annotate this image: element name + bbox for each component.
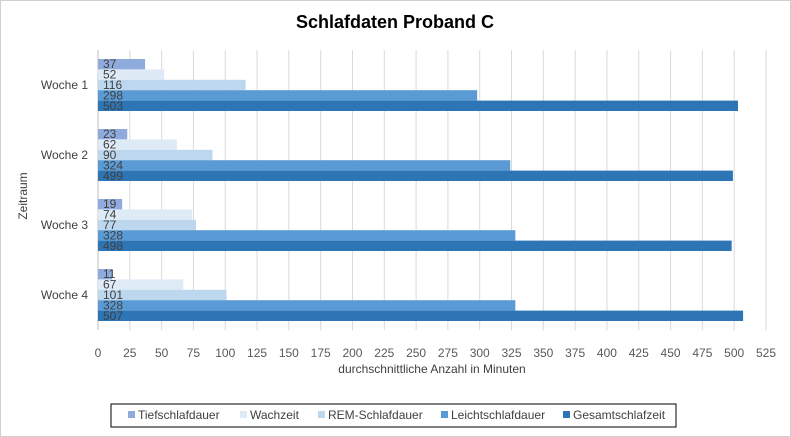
data-label: 19	[103, 197, 117, 211]
data-label: 328	[103, 228, 123, 242]
x-tick-label: 100	[215, 346, 235, 360]
bar	[98, 59, 146, 70]
x-tick-label: 0	[95, 346, 102, 360]
x-tick-label: 275	[438, 346, 458, 360]
data-label: 77	[103, 218, 117, 232]
bar	[98, 289, 227, 301]
x-tick-label: 75	[187, 346, 201, 360]
bar	[98, 209, 193, 220]
legend: Tiefschlafdauer Wachzeit REM-Schlafdauer Le…	[128, 408, 666, 422]
x-tick-label: 125	[247, 346, 267, 360]
data-label: 67	[103, 278, 117, 292]
bar	[98, 139, 177, 150]
data-label: 499	[103, 169, 123, 183]
x-tick-label: 325	[502, 346, 522, 360]
data-label: 37	[103, 57, 117, 71]
legend-swatch	[563, 411, 570, 418]
x-tick-label: 400	[597, 346, 617, 360]
x-tick-label: 225	[374, 346, 394, 360]
category-label: Woche 2	[41, 148, 88, 162]
x-axis-title: durchschnittliche Anzahl in Minuten	[338, 362, 525, 376]
data-label: 324	[103, 158, 123, 172]
bar	[98, 230, 516, 241]
x-tick-label: 25	[123, 346, 137, 360]
data-label: 11	[103, 267, 116, 281]
x-tick-label: 300	[470, 346, 490, 360]
data-label: 52	[103, 68, 117, 82]
data-label: 498	[103, 239, 123, 253]
legend-label: Gesamtschlafzeit	[573, 408, 666, 422]
legend-label: REM-Schlafdauer	[328, 408, 423, 422]
chart-title: Schlafdaten Proband C	[296, 12, 494, 32]
x-tick-label: 425	[629, 346, 649, 360]
x-tick-label: 200	[342, 346, 362, 360]
legend-label: Leichtschlafdauer	[451, 408, 545, 422]
x-tick-label: 450	[661, 346, 681, 360]
x-tick-label: 375	[565, 346, 585, 360]
data-label: 507	[103, 309, 123, 323]
x-tick-label: 250	[406, 346, 426, 360]
bar	[98, 219, 196, 231]
bar	[98, 69, 165, 80]
bar	[98, 129, 128, 140]
bar	[98, 269, 112, 280]
legend-box	[110, 403, 677, 428]
category-labels: Woche 1 Woche 2 Woche 3 Woche 4	[41, 78, 88, 302]
category-label: Woche 3	[41, 218, 88, 232]
bar	[98, 240, 732, 251]
legend-swatch	[240, 411, 247, 418]
x-tick-label: 525	[756, 346, 776, 360]
x-tick-label: 500	[724, 346, 744, 360]
bar	[98, 79, 246, 91]
bar	[98, 279, 184, 290]
bar	[98, 310, 744, 321]
legend-label: Wachzeit	[250, 408, 300, 422]
data-label: 328	[103, 298, 123, 312]
data-label: 503	[103, 99, 123, 113]
x-tick-label: 50	[155, 346, 169, 360]
bar	[98, 170, 733, 181]
bar	[98, 160, 511, 171]
data-label: 101	[103, 288, 123, 302]
y-axis-title: Zeitraum	[16, 172, 30, 219]
x-tick-label: 175	[311, 346, 331, 360]
data-label: 298	[103, 88, 123, 102]
data-label: 62	[103, 138, 117, 152]
x-tick-label: 150	[279, 346, 299, 360]
bar	[98, 90, 478, 101]
bar	[98, 300, 516, 311]
bar	[98, 199, 123, 210]
x-tick-labels: 0 25 50 75 100 125 150 175 200 225 250 275 300 325 350…	[95, 346, 777, 360]
legend-swatch	[441, 411, 448, 418]
value-labels: 3752116298503236290324499197477328498116…	[103, 57, 123, 323]
data-label: 116	[103, 78, 122, 92]
legend-swatch	[128, 411, 135, 418]
data-label: 23	[103, 127, 117, 141]
bar	[98, 100, 739, 111]
category-label: Woche 1	[41, 78, 88, 92]
legend-label: Tiefschlafdauer	[138, 408, 220, 422]
data-label: 90	[103, 148, 117, 162]
x-tick-label: 475	[692, 346, 712, 360]
category-label: Woche 4	[41, 288, 88, 302]
bars	[98, 59, 744, 321]
data-label: 74	[103, 208, 117, 222]
bar	[98, 149, 213, 161]
legend-swatch	[318, 411, 325, 418]
x-tick-label: 350	[533, 346, 553, 360]
